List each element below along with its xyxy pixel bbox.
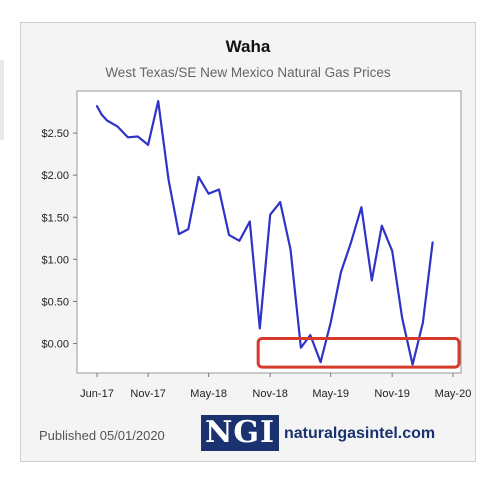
x-tick-label: Nov-19: [374, 388, 409, 400]
chart-card: Waha West Texas/SE New Mexico Natural Ga…: [20, 22, 476, 462]
x-tick-label: Jun-17: [80, 388, 114, 400]
price-chart: $0.00 $0.50 $1.00 $1.50 $2.00 $2.50 Jun-17 Nov-…: [41, 90, 472, 400]
negative-price-highlight-box: [256, 336, 461, 369]
x-tick-label: May-19: [312, 388, 349, 400]
chart-subtitle: West Texas/SE New Mexico Natural Gas Pri…: [105, 65, 391, 80]
x-tick-label: Nov-18: [252, 388, 287, 400]
y-tick-label: $0.00: [41, 339, 69, 351]
x-tick-label: May-20: [435, 388, 472, 400]
price-line: [95, 99, 434, 366]
site-link[interactable]: naturalgasintel.com: [284, 425, 436, 442]
y-tick-label: $2.00: [41, 170, 69, 182]
x-tick-label: May-18: [190, 388, 227, 400]
chart-title: Waha: [225, 37, 271, 56]
x-tick-label: Nov-17: [130, 388, 165, 400]
y-tick-label: $1.50: [41, 212, 69, 224]
y-tick-label: $2.50: [41, 128, 69, 140]
ngi-logo: NGI: [201, 415, 279, 451]
y-tick-label: $0.50: [41, 296, 69, 308]
y-tick-label: $1.00: [41, 254, 69, 266]
published-date: Published 05/01/2020: [39, 428, 165, 443]
left-edge-strip: [0, 60, 4, 140]
